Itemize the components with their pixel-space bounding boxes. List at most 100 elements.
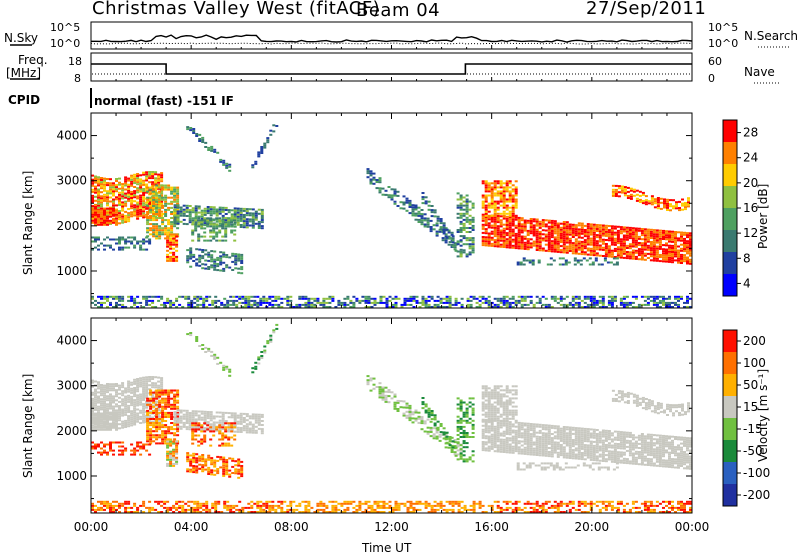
data-cell [551, 222, 554, 224]
data-cell [677, 252, 680, 254]
data-cell [506, 234, 509, 236]
data-cell [485, 213, 488, 215]
data-cell [569, 224, 572, 226]
data-cell [246, 222, 249, 224]
data-cell [572, 246, 575, 248]
data-cell [109, 182, 112, 184]
data-cell [204, 214, 207, 216]
data-cell [554, 245, 557, 247]
data-cell [620, 249, 623, 251]
data-cell [232, 302, 235, 304]
data-cell [109, 408, 112, 410]
data-cell [127, 383, 130, 385]
data-cell [210, 457, 213, 459]
data-cell [158, 400, 161, 402]
data-cell [146, 197, 149, 199]
data-cell [155, 420, 158, 422]
data-cell [469, 201, 472, 203]
data-cell [130, 396, 133, 398]
data-cell [112, 190, 115, 192]
data-cell [569, 230, 572, 232]
data-cell [112, 427, 115, 429]
data-cell [662, 234, 665, 236]
data-cell [204, 264, 207, 266]
data-cell [232, 300, 235, 302]
data-cell [608, 229, 611, 231]
data-cell [404, 302, 407, 304]
data-cell [121, 239, 124, 241]
data-cell [666, 201, 669, 203]
data-cell [118, 182, 121, 184]
data-cell [494, 233, 497, 235]
data-cell [617, 232, 620, 234]
data-cell [146, 428, 149, 430]
data-cell [106, 383, 109, 385]
data-cell [203, 422, 206, 424]
data-cell [521, 227, 524, 229]
data-cell [575, 230, 578, 232]
data-cell [191, 232, 194, 234]
data-cell [142, 212, 145, 214]
data-cell [227, 443, 230, 445]
data-cell [186, 410, 189, 412]
data-cell [154, 173, 157, 175]
data-cell [659, 300, 662, 302]
data-cell [230, 430, 233, 432]
data-cell [258, 213, 261, 215]
data-cell [133, 194, 136, 196]
data-cell [213, 358, 216, 360]
data-cell [310, 304, 313, 306]
data-cell [172, 453, 175, 455]
nsearch-trace [91, 43, 692, 44]
data-cell [164, 390, 167, 392]
data-cell [629, 257, 632, 259]
data-cell [130, 201, 133, 203]
data-cell [466, 205, 469, 207]
data-cell [109, 296, 112, 298]
data-cell [228, 457, 231, 459]
data-cell [616, 257, 619, 259]
data-cell [219, 257, 222, 259]
data-cell [671, 241, 674, 243]
data-cell [164, 199, 167, 201]
data-cell [164, 203, 167, 205]
data-cell [240, 421, 243, 423]
data-cell [219, 270, 222, 272]
data-cell [139, 410, 142, 412]
data-cell [460, 253, 463, 255]
data-cell [265, 300, 268, 302]
data-cell [118, 387, 121, 389]
data-cell [683, 234, 686, 236]
data-cell [575, 244, 578, 246]
data-cell [400, 201, 403, 203]
data-cell [218, 426, 221, 428]
data-cell [207, 266, 210, 268]
data-cell [635, 252, 638, 254]
data-cell [145, 208, 148, 210]
data-cell [194, 428, 197, 430]
data-cell [563, 251, 566, 253]
data-cell [258, 418, 261, 420]
data-cell [240, 208, 243, 210]
data-cell [133, 391, 136, 393]
data-cell [404, 298, 407, 300]
data-cell [148, 241, 151, 243]
data-cell [252, 223, 255, 225]
data-cell [224, 430, 227, 432]
data-cell [136, 202, 139, 204]
data-cell [103, 405, 106, 407]
data-cell [167, 203, 170, 205]
data-cell [237, 222, 240, 224]
data-cell [145, 376, 148, 378]
data-cell [237, 429, 240, 431]
data-cell [503, 201, 506, 203]
data-cell [593, 250, 596, 252]
data-cell [201, 460, 204, 462]
data-cell [172, 242, 175, 244]
data-cell [210, 256, 213, 258]
data-cell [615, 185, 618, 187]
data-cell [191, 437, 194, 439]
data-cell [500, 197, 503, 199]
data-cell [133, 399, 136, 401]
data-cell [136, 197, 139, 199]
